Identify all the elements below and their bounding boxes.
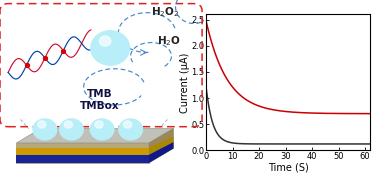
Circle shape: [91, 31, 130, 65]
Polygon shape: [16, 129, 174, 143]
X-axis label: Time (S): Time (S): [268, 162, 308, 172]
Circle shape: [60, 119, 83, 140]
Circle shape: [64, 121, 73, 128]
Circle shape: [33, 119, 57, 140]
Circle shape: [99, 36, 111, 46]
Text: H$_2$O: H$_2$O: [157, 34, 181, 48]
Polygon shape: [149, 137, 174, 155]
Y-axis label: Current (μA): Current (μA): [180, 52, 190, 113]
Circle shape: [90, 119, 114, 140]
Polygon shape: [149, 142, 174, 163]
Circle shape: [38, 121, 46, 128]
Circle shape: [119, 119, 143, 140]
Circle shape: [95, 121, 103, 128]
Polygon shape: [16, 143, 149, 163]
Text: TMB: TMB: [87, 89, 113, 99]
Text: H$_2$O$_2$: H$_2$O$_2$: [151, 5, 180, 19]
Circle shape: [124, 121, 132, 128]
Polygon shape: [149, 129, 174, 163]
Polygon shape: [16, 148, 149, 155]
Text: TMBox: TMBox: [80, 101, 120, 111]
Polygon shape: [16, 155, 149, 163]
